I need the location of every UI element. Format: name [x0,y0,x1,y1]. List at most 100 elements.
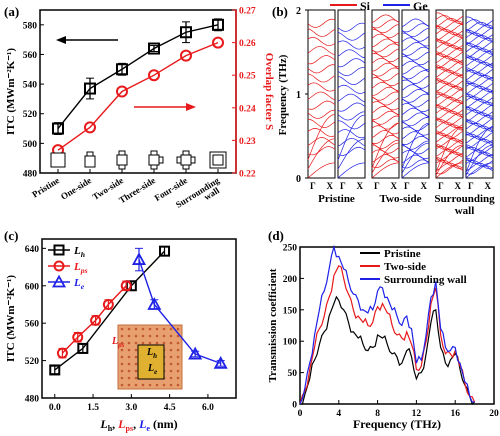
series-line-2 [138,259,221,365]
data-point-1 [120,280,132,292]
ytick-label: 480 [25,395,40,405]
band-line [435,58,464,68]
band-line [465,40,494,50]
band-line [371,154,400,163]
band-line [465,54,494,63]
xtick-label: 12 [412,409,422,419]
band-line [465,106,494,117]
band-line [435,47,464,57]
band-line [465,43,494,53]
band-line [435,116,464,126]
ytick-label: 1 [296,90,301,101]
band-line [465,125,494,135]
band-line [401,103,430,113]
ytick-label: 50 [288,369,298,379]
ytick-left-label: 580 [23,21,38,31]
band-line [401,56,430,66]
band-line [401,32,430,42]
kpoint-label: X [327,181,334,191]
band-line [465,120,494,130]
band-line [435,56,464,66]
ytick-label: 100 [283,338,298,348]
data-point-0 [49,364,61,376]
structure-icon [158,156,164,164]
structure-icon [182,164,190,170]
band-line [465,154,494,164]
inset-atom [120,376,124,380]
ytick-right-label: 0.25 [239,72,256,82]
band-line [401,23,430,33]
inset-core [137,344,165,380]
panel-d-chart: 0 50 100 150 200 250 0 4 8 12 16 20 Frequency (THz) T… [267,244,499,432]
group-label: Pristine [318,193,355,205]
ylabel: Transmission coefficient [267,268,279,382]
xtick-label: 20 [489,409,499,419]
band-line [435,121,464,131]
data-point-0 [159,245,171,257]
ylabel: ITC (MWm⁻²K⁻¹) [5,275,17,362]
inset-atom [176,362,180,366]
inset-atom [176,334,180,338]
inset-atom [141,334,145,338]
data-point-1 [212,36,224,49]
kpoint-label: Γ [340,181,346,191]
band-line [465,51,494,61]
band-line [307,137,336,146]
inset-atom [134,334,138,338]
legend-label: Lps [73,261,88,275]
ytick-left-label: 520 [23,110,38,120]
band-line [435,15,464,25]
band-line [337,22,366,32]
inset-atom [120,327,124,331]
data-point-2 [213,356,228,369]
dispersion-box [435,9,464,179]
band-line [435,102,464,112]
legend-marker [53,260,65,272]
band-line [401,18,430,28]
band-line [465,144,494,176]
kpoint-label: Γ [374,181,380,191]
band-line [435,42,464,52]
band-line [401,75,430,84]
ytick-label: 640 [25,245,40,255]
inset-atom [120,355,124,359]
structure-icon [176,156,182,164]
band-line [435,162,464,172]
band-line [307,128,336,137]
kpoint-label: X [485,181,492,191]
xtick-label: 4.5 [164,403,176,413]
inset-atom [127,327,131,331]
ytick-label: 200 [283,275,298,285]
data-point-0 [180,26,192,39]
structure-icon [118,164,126,170]
band-line [337,93,366,103]
inset-atom [134,376,138,380]
band-line [371,149,400,159]
panel-label-c: (c) [4,228,18,243]
band-line [371,38,400,48]
ytick-right-label: 0.26 [239,39,256,49]
xlabel: Lh, Lps, Le (nm) [99,417,177,433]
structure-icon [84,155,96,168]
band-line [435,26,464,36]
band-line [371,130,400,139]
structure-icon [182,150,190,156]
band-line [435,50,464,60]
band-line [371,125,400,135]
band-line [371,159,400,168]
band-line [371,110,400,120]
inset-atom [169,362,173,366]
ylabel-left: ITC (MWm⁻²K⁻¹) [5,48,17,135]
panel-c-chart: 480 520 560 600 640 0.0 1.5 3.0 4.5 6.0 ITC (MWm⁻²… [5,238,237,433]
band-line [337,138,366,170]
kpoint-label: X [421,181,428,191]
xtick-label: 4 [336,409,341,419]
band-line [337,58,366,68]
data-point-1 [180,49,192,62]
band-line [371,139,400,149]
band-line [307,28,336,37]
band-line [435,20,464,30]
band-line [307,146,336,156]
band-line [465,21,494,31]
kpoint-label: X [391,181,398,191]
